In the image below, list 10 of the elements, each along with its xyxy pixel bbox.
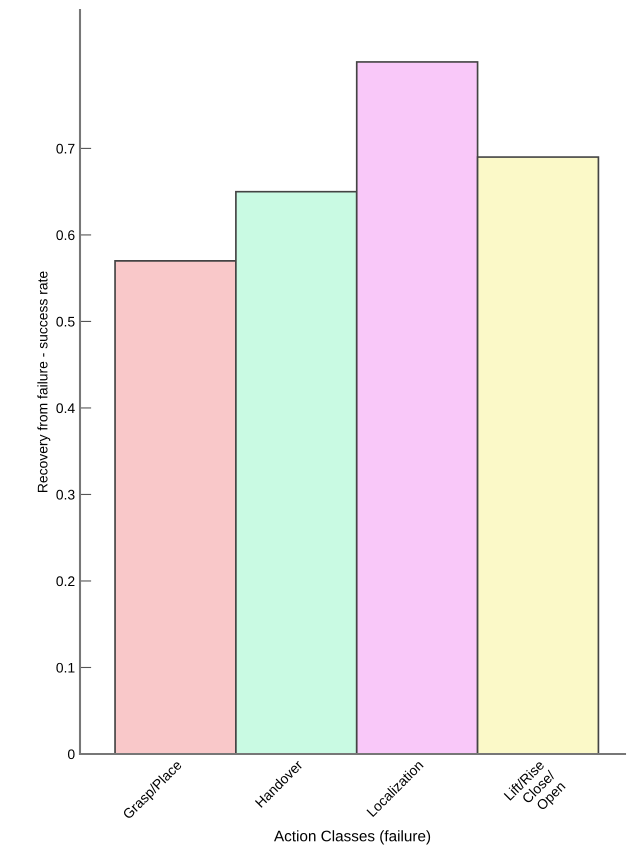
y-tick-label: 0.2 [56,576,74,586]
y-tick-label: 0.5 [56,316,75,327]
x-axis-title: Action Classes (failure) [274,830,430,844]
y-tick-label: 0.7 [56,144,74,154]
y-tick-label: 0.6 [56,230,75,240]
y-tick-label: 0 [68,749,75,760]
y-tick-label: 0.4 [56,403,75,414]
y-axis-title: Recovery from failure - success rate [37,271,50,492]
y-tick-label: 0.1 [56,662,74,673]
y-tick-label: 0.3 [56,490,75,500]
